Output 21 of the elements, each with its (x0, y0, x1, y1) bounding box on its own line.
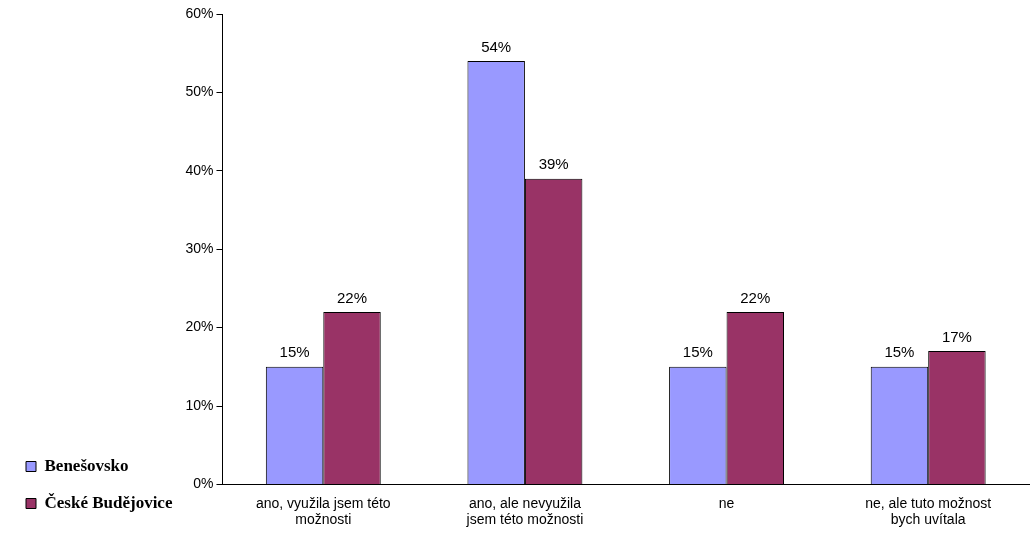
data-label: 39% (538, 155, 569, 173)
data-label: 22% (740, 288, 771, 306)
data-label: 22% (337, 288, 368, 306)
data-label: 54% (481, 37, 512, 55)
y-tick-label: 10% (185, 396, 214, 413)
x-tick-label: ne, ale tuto možnost bych uvítala (865, 494, 992, 528)
x-tick-label: ano, ale nevyužila jsem této možnosti (465, 494, 584, 528)
data-label: 17% (941, 327, 972, 345)
y-tick-label: 60% (185, 4, 214, 21)
y-tick-label: 30% (185, 240, 214, 257)
y-tick-label: 0% (193, 475, 214, 492)
legend-label: Benešovsko (44, 455, 129, 475)
x-tick-label: ne (718, 494, 735, 511)
x-tick-label: ano, využila jsem této možnosti (255, 494, 391, 528)
y-tick-label: 50% (185, 83, 214, 100)
legend-label: České Budějovice (44, 492, 173, 512)
data-label: 15% (884, 343, 915, 361)
data-label: 15% (682, 343, 713, 361)
data-label: 15% (279, 343, 310, 361)
y-tick-label: 20% (185, 318, 214, 335)
y-tick-label: 40% (185, 161, 214, 178)
